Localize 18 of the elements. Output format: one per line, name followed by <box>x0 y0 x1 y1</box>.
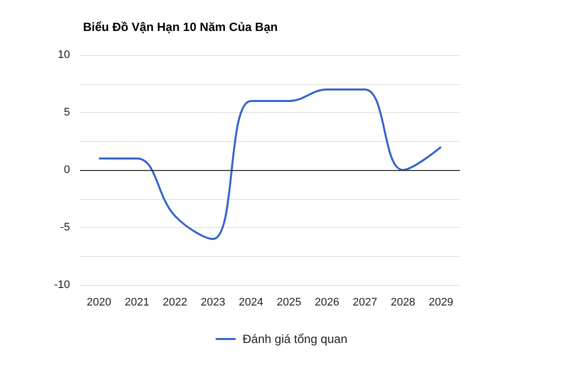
x-tick-label: 2021 <box>124 296 150 308</box>
y-tick-label: -5 <box>60 222 70 234</box>
line-series <box>98 88 442 240</box>
chart-title: Biểu Đồ Vận Hạn 10 Năm Của Bạn <box>83 20 278 34</box>
x-tick-label: 2024 <box>238 296 264 308</box>
y-tick-label: -10 <box>54 279 70 291</box>
y-tick-label: 10 <box>58 49 70 61</box>
x-tick-label: 2025 <box>276 296 302 308</box>
legend-label: Đánh giá tổng quan <box>242 332 348 346</box>
x-tick-label: 2023 <box>200 296 226 308</box>
x-tick-label: 2028 <box>390 296 416 308</box>
x-tick-label: 2027 <box>352 296 378 308</box>
x-tick-label: 2026 <box>314 296 340 308</box>
y-tick-label: 0 <box>64 164 70 176</box>
x-tick-label: 2029 <box>428 296 454 308</box>
x-tick-label: 2022 <box>162 296 188 308</box>
y-tick-label: 5 <box>64 106 70 118</box>
x-tick-label: 2020 <box>86 296 112 308</box>
